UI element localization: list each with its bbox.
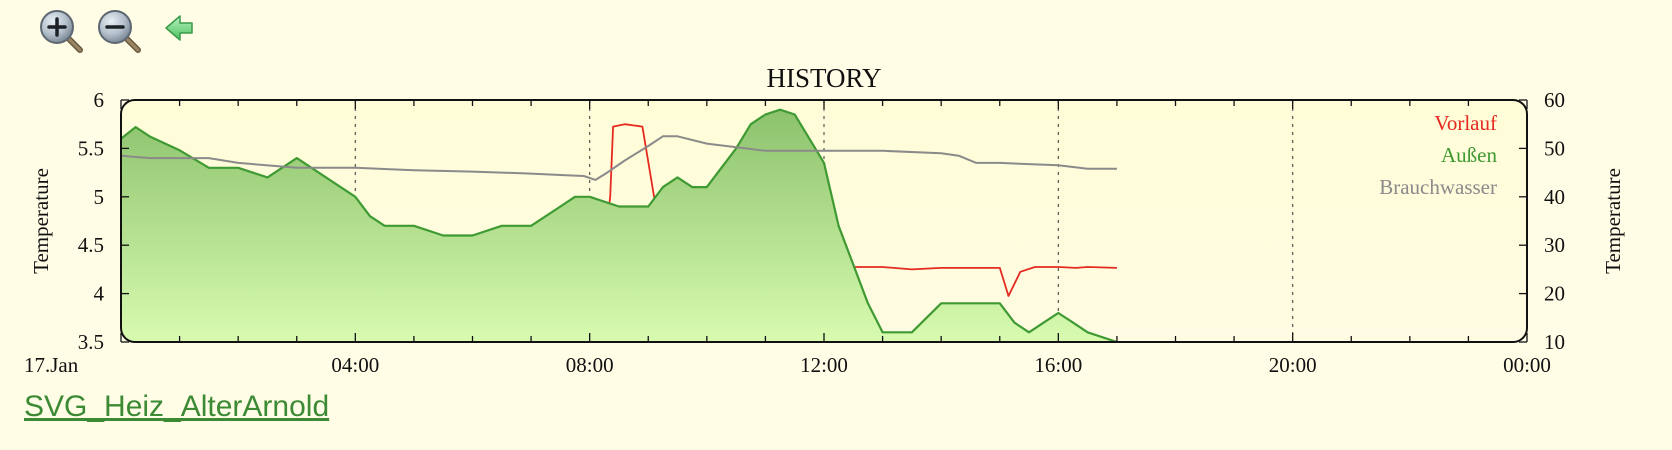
zoom-out-icon[interactable]	[96, 8, 146, 58]
x-tick-label-2: 08:00	[566, 353, 614, 377]
plot-name-link[interactable]: SVG_Heiz_AlterArnold	[24, 390, 330, 423]
y-axis-label-right: Temperature	[1601, 168, 1625, 274]
x-tick-label-6: 00:00	[1503, 353, 1551, 377]
y-tick-label-left-0: 3.5	[78, 330, 104, 354]
legend-entry-2: Brauchwasser	[1379, 175, 1497, 199]
y-tick-label-right-0: 10	[1544, 330, 1565, 354]
chart-title: HISTORY	[766, 63, 881, 93]
history-chart: HISTORY 3.5 4 4.5 5 5.5 6 10 20 30 40 50 60 17.Jan 04:…	[24, 63, 1625, 377]
legend-entry-0: Vorlauf	[1434, 111, 1497, 135]
plot-series	[121, 108, 1118, 342]
y-tick-label-left-5: 6	[94, 88, 105, 112]
x-tick-label-4: 16:00	[1034, 353, 1082, 377]
y-tick-label-left-1: 4	[94, 282, 105, 306]
zoom-in-icon[interactable]	[38, 8, 88, 58]
y-axis-label-left: Temperature	[29, 168, 53, 274]
y-tick-label-left-4: 5.5	[78, 136, 104, 160]
back-arrow-icon[interactable]	[160, 8, 210, 58]
x-tick-label-3: 12:00	[800, 353, 848, 377]
y-tick-label-right-4: 50	[1544, 136, 1565, 160]
x-tick-label-0: 17.Jan	[24, 353, 79, 377]
y-tick-label-right-1: 20	[1544, 282, 1565, 306]
series-line-2	[121, 135, 1117, 181]
series-line-1	[121, 108, 1118, 342]
series-area-1	[121, 109, 1117, 342]
legend-entry-1: Außen	[1441, 143, 1497, 167]
x-tick-label-1: 04:00	[331, 353, 379, 377]
y-tick-label-left-3: 5	[94, 185, 105, 209]
y-tick-label-left-2: 4.5	[78, 233, 104, 257]
x-tick-label-5: 20:00	[1269, 353, 1317, 377]
y-tick-label-right-5: 60	[1544, 88, 1565, 112]
y-tick-label-right-2: 30	[1544, 233, 1565, 257]
y-tick-label-right-3: 40	[1544, 185, 1565, 209]
